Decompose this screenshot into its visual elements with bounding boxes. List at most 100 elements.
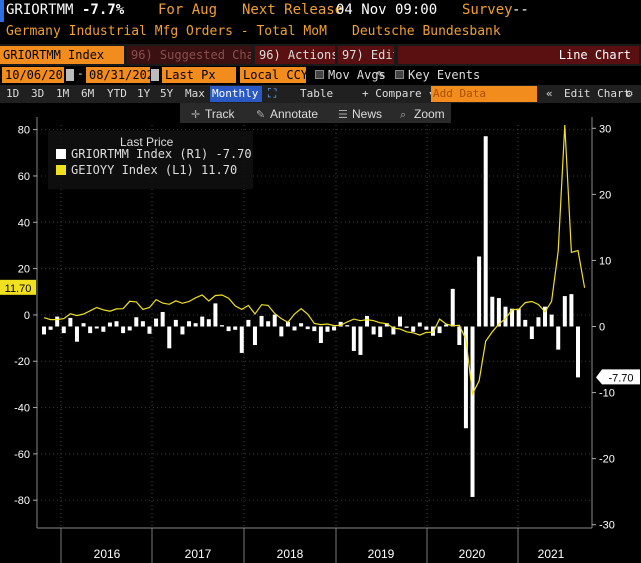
bar [470, 326, 475, 497]
security-field[interactable]: GRIORTMM Index [0, 46, 124, 64]
bar [444, 324, 449, 327]
bar [127, 326, 132, 331]
ticker-marker [0, 0, 4, 22]
bar [496, 298, 501, 327]
frequency-select[interactable]: Monthly ▾ [210, 86, 262, 102]
bar [325, 326, 330, 332]
left-value-tag [0, 279, 36, 295]
mov-avgs-checkbox[interactable] [315, 70, 324, 79]
bar [417, 322, 422, 327]
legend-entry: GRIORTMM Index (R1) -7.70 [71, 147, 252, 161]
x-tick-label: 2019 [368, 547, 395, 561]
left-tick-label: 40 [18, 217, 30, 229]
bar [81, 323, 86, 327]
bar [312, 326, 317, 332]
bar [404, 326, 409, 328]
bar [437, 326, 442, 334]
compare-button[interactable]: + Compare ▾ [362, 87, 435, 100]
collapse-icon[interactable]: « [546, 87, 553, 100]
zoom-icon: ⌕ [400, 108, 406, 121]
add-data-input[interactable]: Add Data [431, 86, 537, 102]
date-bar: 10/06/2015 - 08/31/2021 Last Px Local CC… [0, 67, 641, 84]
survey-label: Survey [462, 2, 513, 18]
key-events-checkbox[interactable] [395, 70, 404, 79]
period-6m[interactable]: 6M [81, 87, 95, 100]
chart-type-label[interactable]: Line Chart [398, 46, 639, 64]
ticker[interactable]: GRIORTMM [6, 2, 74, 18]
suggested-charts-button[interactable]: 96) Suggested Charts [127, 46, 251, 64]
bar [55, 316, 60, 327]
legend-box [48, 131, 253, 189]
left-tick-label: 0 [24, 310, 30, 322]
edit-menu[interactable]: 97) Edit ▾ [338, 46, 394, 64]
end-date-field[interactable]: 08/31/2021 [86, 67, 150, 83]
bar [332, 326, 337, 331]
period-5y[interactable]: 5Y [160, 87, 174, 100]
right-value-tag [596, 369, 640, 385]
x-tick-label: 2017 [185, 547, 212, 561]
bar [318, 326, 323, 344]
bar [556, 326, 561, 350]
bar [549, 314, 554, 327]
bar [292, 326, 297, 331]
bar [457, 326, 462, 345]
bar [279, 326, 284, 337]
bar [477, 256, 482, 327]
bar [272, 314, 277, 327]
bar [233, 326, 238, 330]
yoy-line [43, 124, 586, 396]
bar [42, 326, 46, 335]
chart-line-icon[interactable]: ⛶ [268, 86, 277, 100]
bar [246, 319, 251, 327]
left-tick-label: -20 [14, 356, 30, 368]
bar [114, 321, 119, 327]
table-button[interactable]: Table [300, 87, 334, 100]
period-ytd[interactable]: YTD [107, 87, 127, 100]
bar [483, 136, 488, 327]
field-select[interactable]: Last Px [162, 67, 236, 83]
period-3d[interactable]: 3D [31, 87, 45, 100]
tool-news[interactable]: News [352, 107, 382, 121]
period-1m[interactable]: 1M [56, 87, 70, 100]
gear-icon[interactable]: ⚙ [626, 87, 633, 100]
right-tick-label: -10 [599, 388, 615, 400]
bar [305, 326, 310, 330]
currency-select[interactable]: Local CCY [240, 67, 306, 83]
tool-annotate[interactable]: Annotate [270, 107, 318, 121]
period-max[interactable]: Max [185, 87, 205, 100]
right-tick-label: 20 [599, 189, 611, 201]
bar [213, 303, 218, 327]
bar [285, 321, 290, 327]
period-1y[interactable]: 1Y [137, 87, 151, 100]
bar [187, 321, 192, 327]
date-spinner-2[interactable] [151, 69, 159, 81]
right-tick-label: -20 [599, 454, 615, 466]
bar [543, 306, 548, 327]
bar [358, 326, 363, 355]
tool-zoom[interactable]: Zoom [414, 107, 445, 121]
bar [107, 322, 112, 327]
bar [523, 319, 528, 327]
left-value-label: 11.70 [5, 283, 32, 295]
header-bar: GRIORTMM -7.7% For Aug Next Release 04 N… [0, 0, 641, 23]
actions-menu[interactable]: 96) Actions ▾ [255, 46, 335, 64]
left-tick-label: -60 [14, 449, 30, 461]
bar [259, 315, 264, 327]
start-date-field[interactable]: 10/06/2015 [2, 67, 64, 83]
next-release-date: 04 Nov 09:00 [336, 2, 438, 18]
data-source: Deutsche Bundesbank [352, 24, 501, 39]
security-title: Germany Industrial Mfg Orders - Total Mo… [6, 24, 327, 39]
date-spinner-1[interactable] [66, 69, 74, 81]
bar [200, 316, 205, 327]
date-separator: - [77, 67, 84, 80]
edit-chart-button[interactable]: Edit Chart [564, 87, 631, 100]
period-1d[interactable]: 1D [6, 87, 20, 100]
bar [167, 326, 172, 349]
pencil-icon[interactable]: ✎ [377, 67, 385, 81]
tool-track[interactable]: Track [205, 107, 236, 121]
bar [338, 321, 343, 327]
bar [391, 326, 396, 335]
x-tick-label: 2018 [277, 547, 304, 561]
x-tick-label: 2020 [459, 547, 486, 561]
